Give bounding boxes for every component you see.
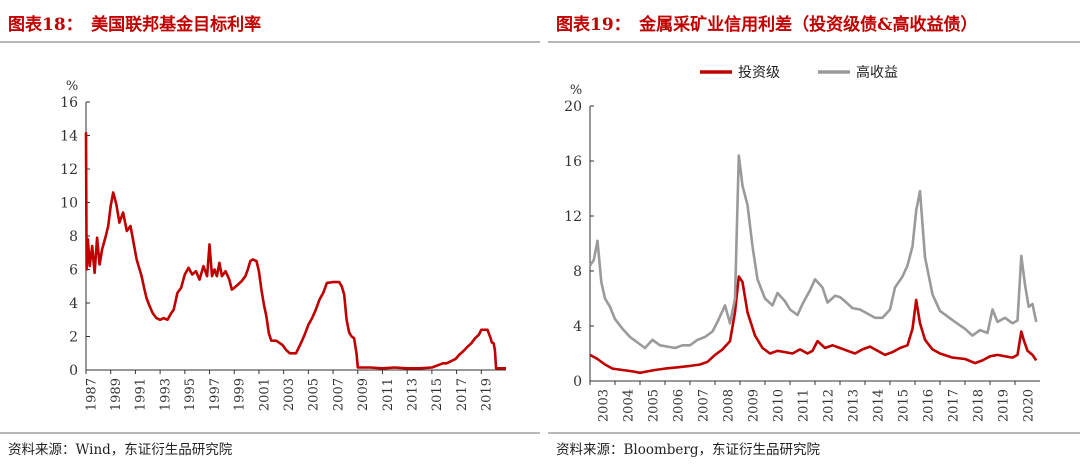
title-divider <box>0 41 540 43</box>
x-tick-label: 1997 <box>208 378 223 411</box>
figure-title: 图表18： 美国联邦基金目标利率 <box>8 15 262 35</box>
x-tick-label: 2005 <box>307 378 322 411</box>
x-tick-label: 2009 <box>747 389 762 422</box>
x-tick-label: 2020 <box>1022 389 1037 422</box>
x-tick-label: 2006 <box>672 389 687 422</box>
fed-funds-rate-chart: % 0 2 4 6 8 10 12 14 16 1987 1989 1991 1993 1995 1997 19… <box>60 79 506 411</box>
x-tick-label: 2013 <box>406 378 421 411</box>
legend-label: 投资级 <box>738 65 780 81</box>
y-unit-label: % <box>570 83 582 98</box>
x-tick-label: 2017 <box>455 378 470 411</box>
x-tick-label: 2004 <box>622 389 637 422</box>
x-tick-label: 2012 <box>822 389 837 422</box>
x-tick-label: 1987 <box>84 378 99 411</box>
x-tick-label: 2019 <box>480 378 495 411</box>
y-tick-label: 14 <box>60 129 78 145</box>
y-tick-label: 8 <box>573 264 582 280</box>
x-tick-label: 2017 <box>947 389 962 422</box>
title-divider <box>548 41 1080 43</box>
figure-title: 图表19： 金属采矿业信用利差（投资级债&高收益债） <box>556 15 978 35</box>
x-tick-label: 2003 <box>597 389 612 422</box>
x-tick-label: 2008 <box>722 389 737 422</box>
x-tick-label: 1989 <box>109 378 124 411</box>
y-tick-label: 16 <box>564 154 582 170</box>
y-tick-label: 4 <box>69 296 78 312</box>
x-tick-label: 2014 <box>872 389 887 422</box>
x-tick-label: 2007 <box>331 378 346 411</box>
y-tick-label: 20 <box>564 99 582 115</box>
x-tick-label: 1995 <box>183 378 198 411</box>
right-figure-panel: 图表19： 金属采矿业信用利差（投资级债&高收益债） % 0 4 8 12 16 20 200… <box>548 0 1080 474</box>
source-note: 资料来源：Bloomberg，东证衍生品研究院 <box>556 442 821 458</box>
x-tick-label: 2011 <box>797 389 812 422</box>
x-tick-label: 2010 <box>772 389 787 422</box>
x-tick-label: 2018 <box>972 389 987 422</box>
y-tick-label: 0 <box>69 363 78 379</box>
legend-label: 高收益 <box>856 64 898 81</box>
x-tick-label: 2003 <box>282 378 297 411</box>
source-divider <box>548 432 1080 434</box>
y-tick-label: 8 <box>69 229 78 245</box>
left-figure-panel: 图表18： 美国联邦基金目标利率 % 0 2 4 6 8 10 12 14 16 1987 1989 1… <box>0 15 540 458</box>
y-tick-label: 12 <box>564 209 582 225</box>
x-tick-label: 2013 <box>847 389 862 422</box>
x-tick-label: 2007 <box>697 389 712 422</box>
x-tick-label: 2009 <box>356 378 371 411</box>
x-tick-label: 1993 <box>158 378 173 411</box>
y-tick-label: 12 <box>60 162 78 178</box>
series-line-1 <box>588 154 1038 350</box>
y-tick-label: 10 <box>60 196 78 212</box>
y-tick-label: 6 <box>69 263 78 279</box>
x-tick-label: 2015 <box>430 378 445 411</box>
x-tick-label: 2015 <box>897 389 912 422</box>
y-tick-label: 2 <box>69 330 78 346</box>
x-tick-label: 1991 <box>134 378 149 411</box>
x-tick-label: 2019 <box>997 389 1012 422</box>
source-divider <box>0 432 540 434</box>
series-line <box>84 132 506 370</box>
series-line-0 <box>589 275 1038 375</box>
y-tick-label: 0 <box>573 374 582 390</box>
y-unit-label: % <box>66 79 78 94</box>
source-note: 资料来源：Wind，东证衍生品研究院 <box>8 442 233 458</box>
x-tick-label: 1999 <box>233 378 248 411</box>
x-tick-label: 2005 <box>647 389 662 422</box>
credit-spread-chart: % 0 4 8 12 16 20 2003 2004 2005 2006 2007 2008 2009 20… <box>564 64 1040 422</box>
x-tick-label: 2011 <box>381 378 396 411</box>
x-tick-label: 2001 <box>257 378 272 411</box>
x-tick-label: 2016 <box>922 389 937 422</box>
y-tick-label: 16 <box>60 95 78 111</box>
y-tick-label: 4 <box>573 319 582 335</box>
